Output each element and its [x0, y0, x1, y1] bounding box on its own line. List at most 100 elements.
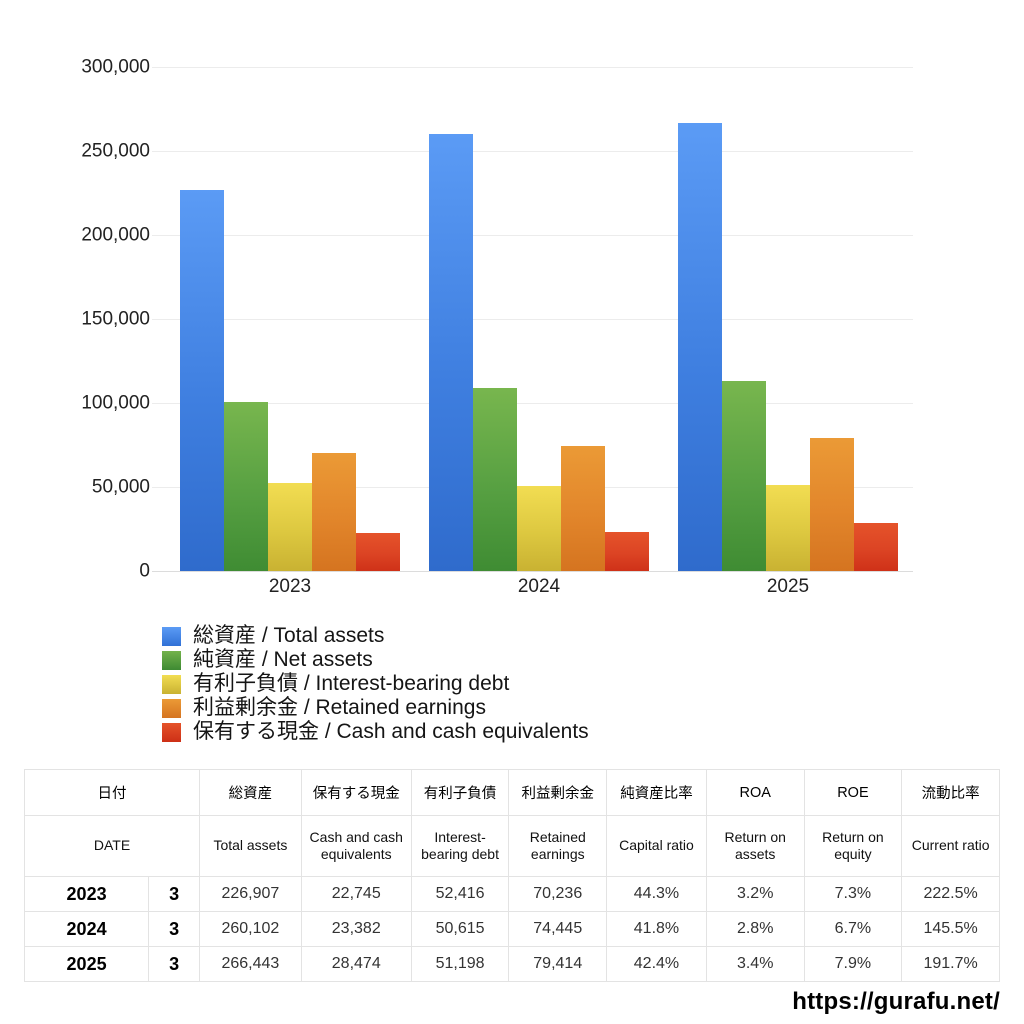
table-header-cell: ROA [705, 769, 805, 816]
table-cell-current-ratio: 222.5% [901, 876, 1000, 912]
legend-item-label: 利益剰余金 / Retained earnings [193, 696, 486, 719]
bar [854, 523, 898, 571]
y-axis-tick-label: 300,000 [81, 56, 150, 78]
legend-item[interactable]: 総資産 / Total assets [162, 624, 589, 648]
bar [356, 532, 400, 571]
legend-item[interactable]: 純資産 / Net assets [162, 648, 589, 672]
table-header-cell: 総資産 [199, 769, 302, 816]
chart-legend: 総資産 / Total assets 純資産 / Net assets 有利子負債 … [162, 624, 589, 744]
legend-item-label: 純資産 / Net assets [193, 648, 373, 671]
table-header-cell: Interest-bearing debt [410, 815, 510, 877]
table-header-cell: Return on assets [705, 815, 805, 877]
legend-item-label: 保有する現金 / Cash and cash equivalents [193, 720, 589, 743]
financial-table-wrapper: 日付 総資産 保有する現金 有利子負債 利益剰余金 純資産比率 ROA ROE 流動比率 DATE… [23, 769, 1000, 982]
plot-area [152, 0, 913, 600]
bar [810, 437, 854, 571]
table-cell-cash: 28,474 [300, 946, 412, 982]
table-header-cell: 流動比率 [901, 769, 1000, 816]
gridline [152, 67, 913, 68]
table-cell-capital-ratio: 41.8% [606, 911, 707, 947]
financial-table: 日付 総資産 保有する現金 有利子負債 利益剰余金 純資産比率 ROA ROE 流動比率 DATE… [23, 769, 1000, 982]
table-header-cell: 利益剰余金 [508, 769, 608, 816]
table-row: 2024 3 260,102 23,382 50,615 74,445 41.8% 2.8% 6… [23, 911, 1000, 947]
table-cell-total-assets: 260,102 [199, 911, 302, 947]
bar [473, 388, 517, 571]
x-axis-tick-label: 2025 [766, 576, 810, 597]
y-axis-tick-label: 200,000 [81, 224, 150, 246]
y-axis-tick-label: 150,000 [81, 308, 150, 330]
table-cell-year: 2024 [23, 911, 150, 947]
table-cell-debt: 50,615 [410, 911, 510, 947]
table-header-cell: DATE [23, 815, 201, 877]
table-cell-retained: 74,445 [508, 911, 608, 947]
table-cell-retained: 70,236 [508, 876, 608, 912]
table-cell-total-assets: 266,443 [199, 946, 302, 982]
y-axis-tick-label: 0 [139, 560, 150, 582]
table-header-row-jp: 日付 総資産 保有する現金 有利子負債 利益剰余金 純資産比率 ROA ROE 流動比率 [23, 769, 1000, 816]
table-header-cell: ROE [803, 769, 903, 816]
legend-color-swatch-icon [162, 650, 181, 670]
bar [561, 445, 605, 571]
bar [678, 123, 722, 571]
table-cell-roa: 2.8% [705, 911, 805, 947]
table-cell-current-ratio: 191.7% [901, 946, 1000, 982]
legend-item[interactable]: 保有する現金 / Cash and cash equivalents [162, 720, 589, 744]
table-header-cell: Return on equity [803, 815, 903, 877]
legend-color-swatch-icon [162, 698, 181, 718]
legend-item[interactable]: 利益剰余金 / Retained earnings [162, 696, 589, 720]
bar [268, 482, 312, 571]
bar [312, 453, 356, 571]
y-axis-tick-label: 50,000 [91, 476, 150, 498]
gridline [152, 319, 913, 320]
table-header-cell: 有利子負債 [410, 769, 510, 816]
table-header-cell: Current ratio [901, 815, 1000, 877]
table-cell-capital-ratio: 44.3% [606, 876, 707, 912]
table-cell-cash: 23,382 [300, 911, 412, 947]
table-cell-month: 3 [148, 911, 201, 947]
table-cell-year: 2025 [23, 946, 150, 982]
table-cell-roe: 6.7% [803, 911, 903, 947]
table-cell-debt: 52,416 [410, 876, 510, 912]
table-cell-year: 2023 [23, 876, 150, 912]
table-header-row-en: DATE Total assets Cash and cash equivalent… [23, 815, 1000, 877]
legend-item-label: 総資産 / Total assets [193, 624, 385, 647]
table-header-cell: 保有する現金 [300, 769, 412, 816]
table-cell-roa: 3.4% [705, 946, 805, 982]
table-cell-roa: 3.2% [705, 876, 805, 912]
legend-color-swatch-icon [162, 674, 181, 694]
legend-item-label: 有利子負債 / Interest-bearing debt [193, 672, 510, 695]
legend-item[interactable]: 有利子負債 / Interest-bearing debt [162, 672, 589, 696]
table-header-cell: Total assets [199, 815, 302, 877]
table-cell-cash: 22,745 [300, 876, 412, 912]
legend-color-swatch-icon [162, 722, 181, 742]
bar [766, 485, 810, 571]
bar [224, 402, 268, 571]
table-header-cell: 純資産比率 [606, 769, 707, 816]
table-cell-month: 3 [148, 946, 201, 982]
y-axis-tick-label: 100,000 [81, 392, 150, 414]
table-cell-debt: 51,198 [410, 946, 510, 982]
legend-color-swatch-icon [162, 626, 181, 646]
table-cell-roe: 7.3% [803, 876, 903, 912]
table-cell-current-ratio: 145.5% [901, 911, 1000, 947]
bar [605, 531, 649, 571]
gridline [152, 151, 913, 152]
table-header-cell: Retained earnings [508, 815, 608, 877]
table-cell-roe: 7.9% [803, 946, 903, 982]
bar [722, 381, 766, 571]
gridline [152, 403, 913, 404]
x-axis-tick-label: 2024 [517, 576, 561, 597]
y-axis-tick-label: 250,000 [81, 140, 150, 162]
bar [517, 485, 561, 571]
bar [429, 134, 473, 571]
gridline [152, 571, 913, 572]
table-cell-total-assets: 226,907 [199, 876, 302, 912]
table-header-cell: Cash and cash equivalents [300, 815, 412, 877]
bar [180, 189, 224, 571]
table-cell-month: 3 [148, 876, 201, 912]
table-cell-capital-ratio: 42.4% [606, 946, 707, 982]
site-url: https://gurafu.net/ [792, 988, 1000, 1015]
x-axis-tick-label: 2023 [268, 576, 312, 597]
gridline [152, 235, 913, 236]
